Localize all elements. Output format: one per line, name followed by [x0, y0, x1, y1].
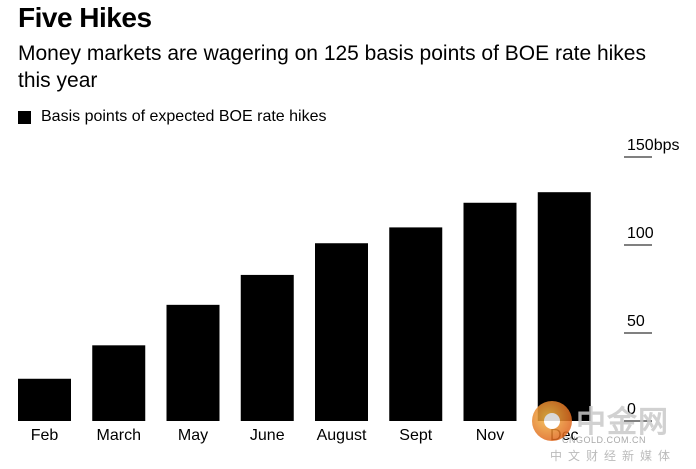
watermark-logo-icon — [532, 401, 572, 441]
legend: Basis points of expected BOE rate hikes — [18, 108, 326, 126]
watermark: 中金网 CNGOLD.COM.CN 中文财经新媒体 — [532, 397, 688, 463]
x-tick-label: May — [178, 427, 208, 444]
bars-group — [18, 192, 591, 421]
x-tick-label: March — [97, 427, 141, 444]
x-tick-labels: FebMarchMayJuneAugustSeptNovDec — [31, 427, 579, 444]
bar-sept — [389, 227, 443, 421]
bar-may — [166, 304, 220, 421]
bar-march — [92, 345, 146, 421]
y-tick-label: 0 — [627, 401, 636, 418]
x-tick-label: Feb — [31, 427, 59, 444]
x-tick-label: Nov — [476, 427, 504, 444]
chart-title: Five Hikes — [18, 2, 152, 33]
bar-dec — [537, 192, 591, 421]
x-tick-label: Sept — [399, 427, 432, 444]
legend-label: Basis points of expected BOE rate hikes — [41, 108, 327, 125]
y-tick-label: 150bps — [627, 137, 680, 154]
legend-swatch — [18, 110, 31, 124]
watermark-url: CNGOLD.COM.CN — [562, 435, 647, 445]
y-tick-label: 100 — [627, 225, 654, 242]
bar-feb — [18, 378, 71, 421]
y-tick-label: 50 — [627, 313, 645, 330]
bar-june — [240, 274, 294, 421]
chart-subtitle: Money markets are wagering on 125 basis … — [18, 42, 646, 92]
bar-august — [315, 243, 368, 421]
watermark-text: 中金网 — [576, 406, 669, 439]
y-axis: 0 50 100 150bps — [624, 137, 680, 422]
watermark-subtext: 中文财经新媒体 — [550, 449, 677, 463]
bar-nov — [463, 202, 517, 421]
x-tick-label: August — [317, 427, 367, 444]
x-tick-label: June — [250, 427, 285, 444]
